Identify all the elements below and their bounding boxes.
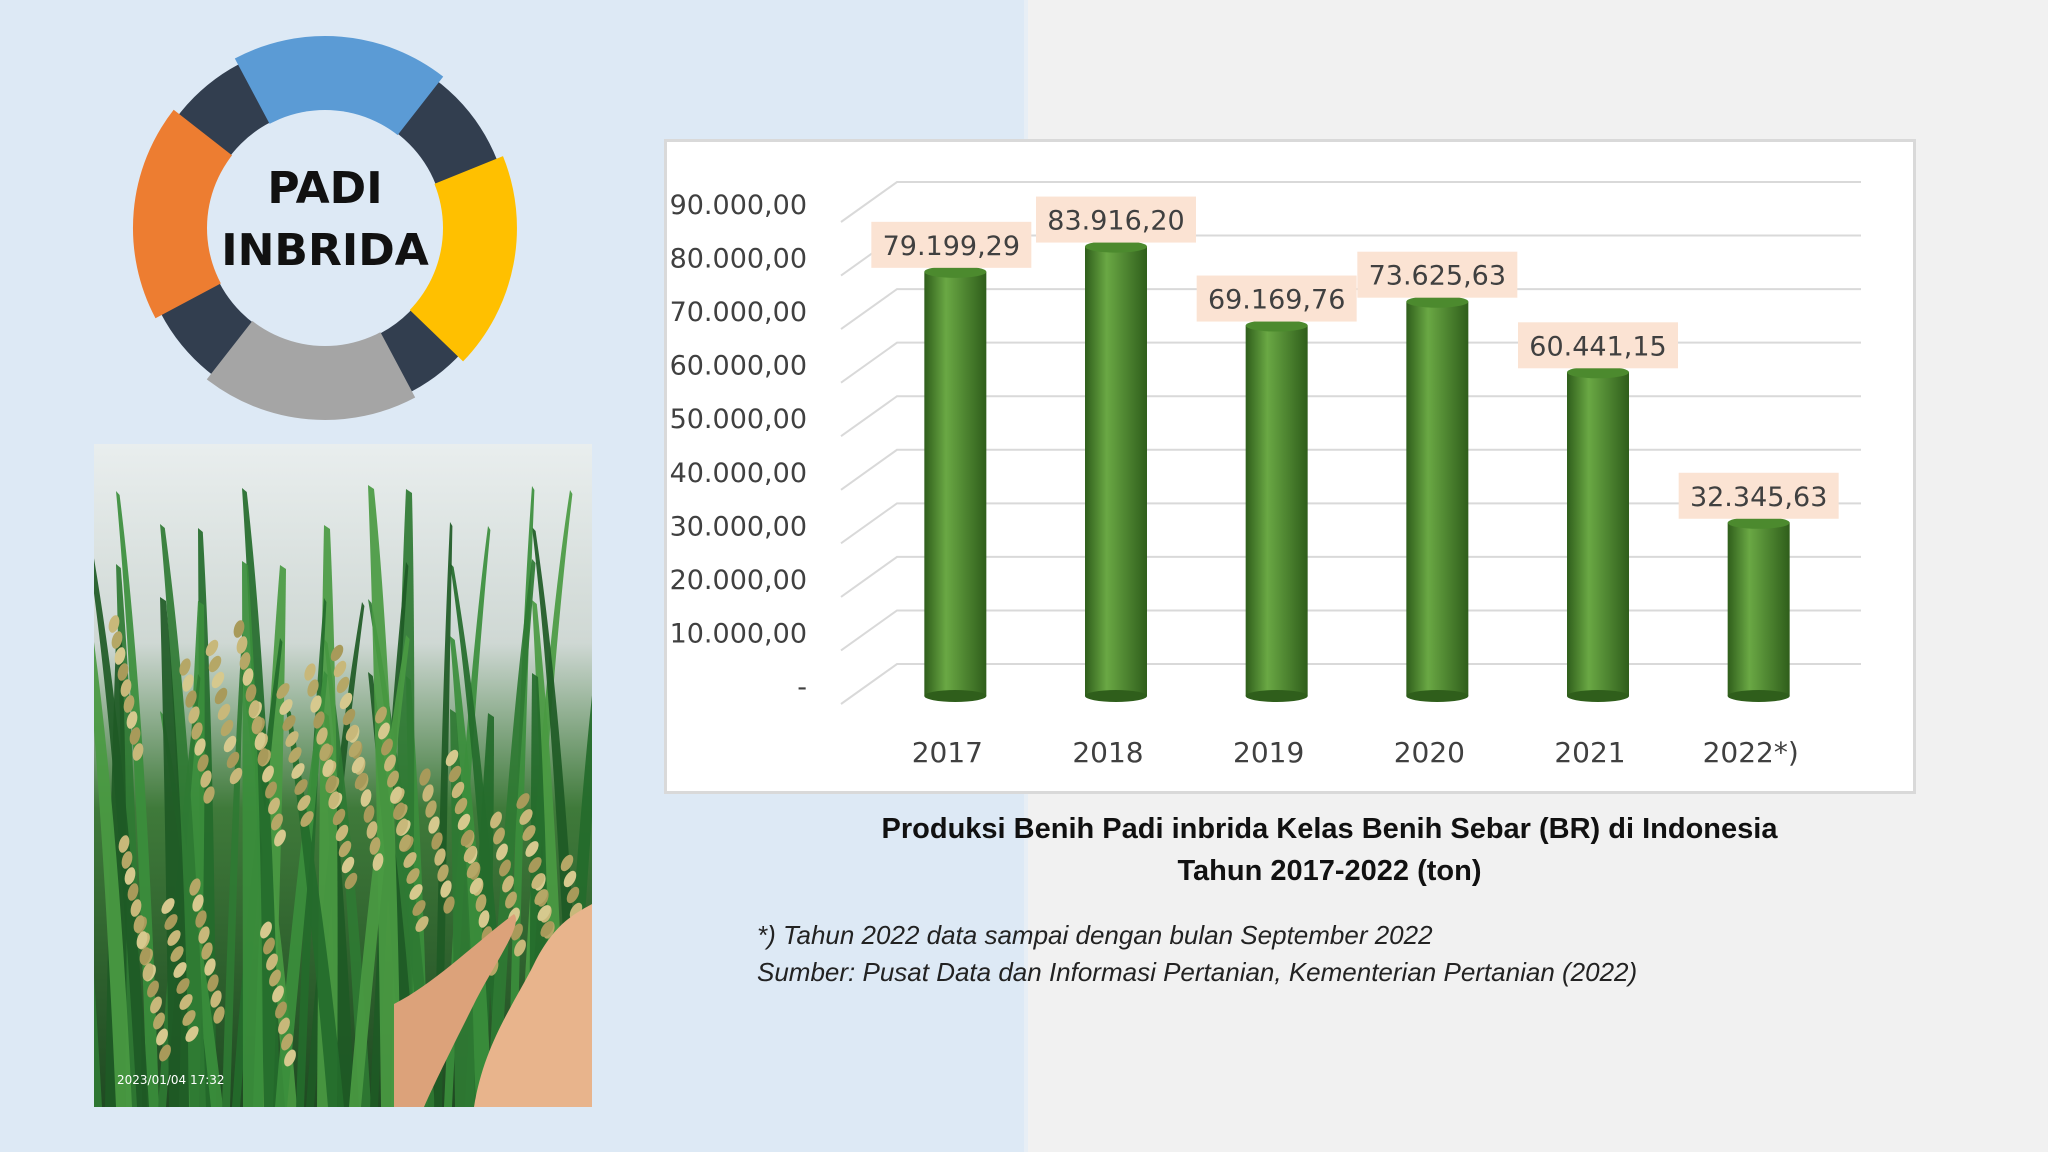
- bar-top: [1727, 516, 1790, 529]
- bar-body: [1727, 522, 1790, 696]
- y-tick-label: 80.000,00: [670, 244, 807, 275]
- bar-2020: [1406, 295, 1469, 702]
- rice-panicles: [108, 615, 592, 1067]
- bar-body: [924, 271, 987, 696]
- rice-plant-photo: 2023/01/04 17:32: [94, 444, 592, 1107]
- bar-top: [1567, 366, 1629, 379]
- value-label-2017: 79.199,29: [871, 221, 1032, 268]
- y-tick-label: 50.000,00: [670, 404, 807, 435]
- bar-top: [1085, 240, 1147, 253]
- value-label-2021: 60.441,15: [1518, 322, 1678, 369]
- logo-title-line1: PADI: [267, 163, 383, 214]
- value-label-text: 83.916,20: [1047, 206, 1184, 237]
- bar-2018: [1085, 240, 1147, 702]
- chart-bars: [924, 240, 1790, 702]
- gridline: [840, 502, 1861, 545]
- value-label-text: 60.441,15: [1529, 331, 1666, 362]
- value-label-bg: [1518, 322, 1678, 369]
- logo-title-line2: INBRIDA: [221, 225, 429, 276]
- value-label-bg: [871, 221, 1032, 268]
- chart-caption-line1: Produksi Benih Padi inbrida Kelas Benih …: [881, 813, 1778, 845]
- x-tick-label: 2021: [1554, 736, 1625, 769]
- bar-body: [1245, 325, 1308, 696]
- value-label-text: 73.625,63: [1369, 261, 1506, 292]
- footnote-source: Sumber: Pusat Data dan Informasi Pertani…: [757, 957, 1638, 987]
- y-tick-label: -: [797, 672, 807, 703]
- gridline: [840, 341, 1861, 384]
- logo-segment-yellow: [404, 156, 517, 362]
- chart-caption-line2: Tahun 2017-2022 (ton): [1177, 855, 1482, 887]
- y-tick-label: 30.000,00: [670, 511, 807, 542]
- footnote-data-period: *) Tahun 2022 data sampai dengan bulan S…: [757, 920, 1433, 950]
- bar-body: [1085, 246, 1147, 696]
- bar-top: [1245, 319, 1308, 332]
- y-tick-label: 70.000,00: [670, 297, 807, 328]
- gridline: [840, 395, 1861, 438]
- footnotes: *) Tahun 2022 data sampai dengan bulan S…: [757, 917, 1957, 991]
- bar-2022*): [1727, 516, 1790, 702]
- logo-title: PADI INBRIDA: [100, 158, 550, 282]
- x-axis-ticks: 2017 2018 2019 2020 2021 2022*): [912, 736, 1799, 769]
- bar-base: [1406, 690, 1469, 702]
- bar-body: [1406, 301, 1469, 696]
- photo-timestamp: 2023/01/04 17:32: [117, 1073, 225, 1087]
- x-tick-label: 2018: [1072, 736, 1143, 769]
- bar-chart: - 10.000,00 20.000,00 30.000,00 40.000,00 50.…: [670, 181, 1861, 769]
- gridline: [840, 288, 1861, 330]
- chart-caption: Produksi Benih Padi inbrida Kelas Benih …: [664, 808, 1995, 892]
- y-tick-label: 40.000,00: [670, 458, 807, 489]
- x-tick-label: 2017: [912, 736, 983, 769]
- x-tick-label: 2019: [1233, 736, 1304, 769]
- bar-base: [1245, 690, 1308, 702]
- value-labels: 79.199,29 83.916,20 69.169,76 73.625,63 60.4…: [871, 196, 1839, 519]
- value-label-text: 69.169,76: [1208, 285, 1345, 316]
- y-tick-label: 90.000,00: [670, 190, 807, 221]
- gridline: [840, 609, 1861, 652]
- rice-photo-illustration: [94, 444, 592, 1107]
- bar-base: [924, 690, 987, 702]
- gridline: [840, 448, 1861, 491]
- value-label-text: 32.345,63: [1690, 482, 1827, 513]
- value-label-bg: [1196, 275, 1357, 322]
- value-label-bg: [1678, 472, 1839, 519]
- value-label-2022*): 32.345,63: [1678, 472, 1839, 519]
- y-axis-ticks: - 10.000,00 20.000,00 30.000,00 40.000,00 50.…: [670, 190, 807, 703]
- gridline: [840, 181, 1861, 223]
- bar-body: [1567, 372, 1629, 696]
- x-tick-label: 2020: [1394, 736, 1465, 769]
- gridline: [840, 663, 1861, 705]
- logo-center: [207, 110, 443, 346]
- hand: [474, 904, 592, 1107]
- value-label-bg: [1357, 251, 1518, 298]
- bar-2019: [1245, 319, 1308, 702]
- bar-base: [1085, 690, 1147, 702]
- bar-base: [1567, 690, 1629, 702]
- value-label-2019: 69.169,76: [1196, 275, 1357, 322]
- value-label-2020: 73.625,63: [1357, 251, 1518, 298]
- logo-segment-blue: [234, 36, 444, 141]
- bar-2021: [1567, 366, 1629, 702]
- gridline: [840, 555, 1861, 598]
- bar-base: [1727, 690, 1790, 702]
- x-tick-label: 2022*): [1703, 736, 1799, 769]
- y-tick-label: 60.000,00: [670, 351, 807, 382]
- logo-segment-orange: [133, 109, 238, 319]
- value-label-text: 79.199,29: [883, 231, 1020, 262]
- value-label-2018: 83.916,20: [1036, 196, 1196, 243]
- bar-top: [924, 265, 987, 278]
- y-tick-label: 10.000,00: [670, 618, 807, 649]
- logo-segment-gray: [206, 315, 416, 420]
- value-label-bg: [1036, 196, 1196, 243]
- bar-2017: [924, 265, 987, 702]
- cycle-ring-logo: [133, 36, 517, 420]
- bar-top: [1406, 295, 1469, 308]
- hand-fingers: [394, 914, 516, 1107]
- y-tick-label: 20.000,00: [670, 565, 807, 596]
- chart-container: - 10.000,00 20.000,00 30.000,00 40.000,00 50.…: [664, 139, 1916, 794]
